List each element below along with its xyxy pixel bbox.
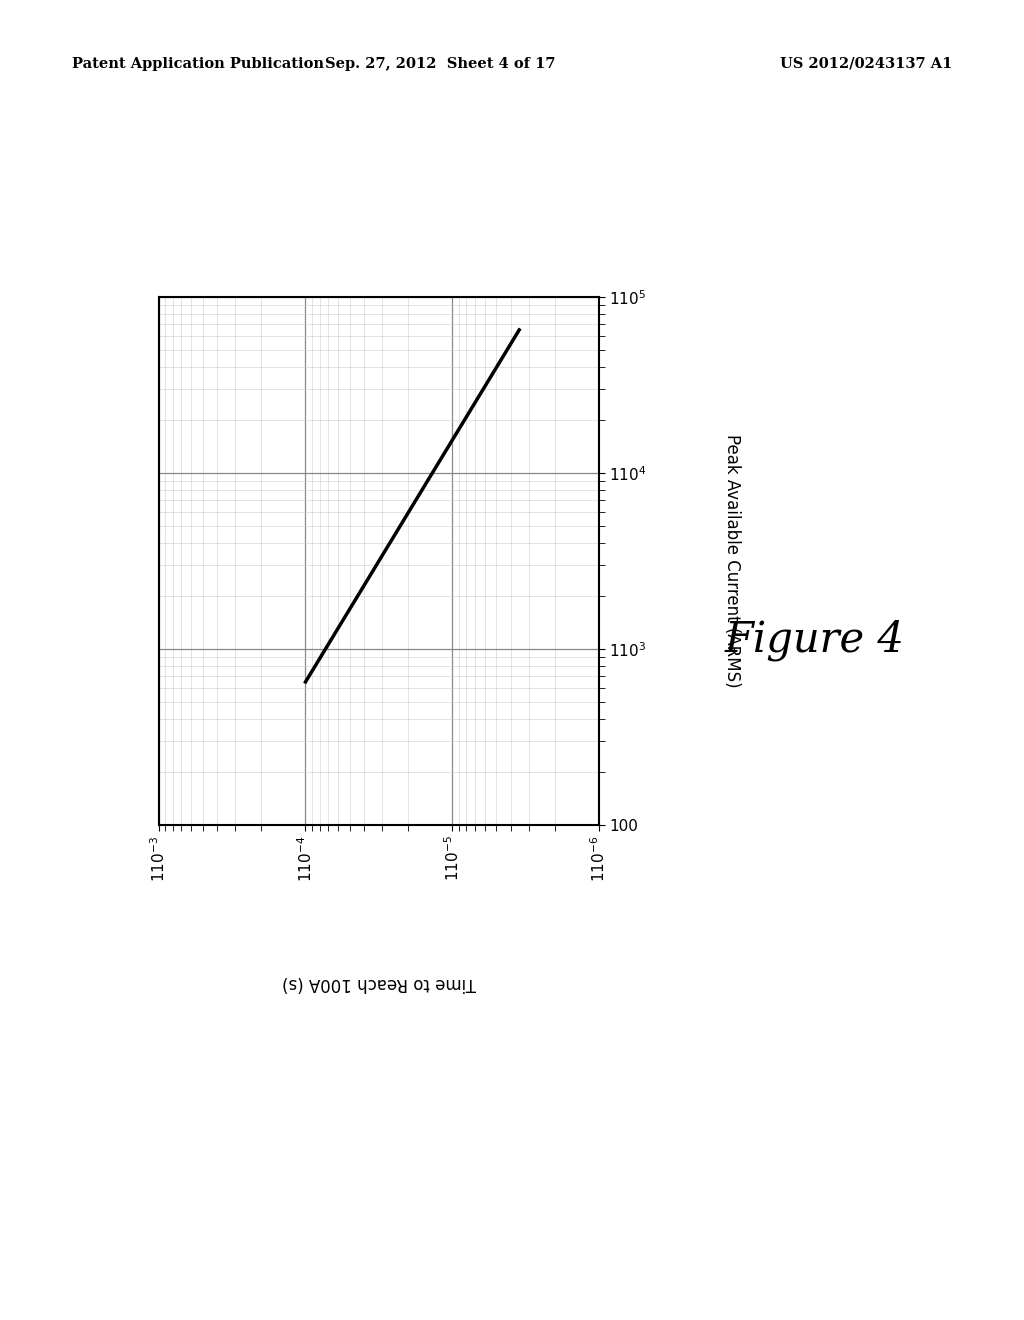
Text: Sep. 27, 2012  Sheet 4 of 17: Sep. 27, 2012 Sheet 4 of 17 bbox=[325, 57, 556, 71]
Text: Time to Reach 100A (s): Time to Reach 100A (s) bbox=[282, 974, 476, 993]
Text: Figure 4: Figure 4 bbox=[724, 619, 904, 661]
Text: US 2012/0243137 A1: US 2012/0243137 A1 bbox=[780, 57, 952, 71]
Text: Patent Application Publication: Patent Application Publication bbox=[72, 57, 324, 71]
Text: Peak Available Current (ARMS): Peak Available Current (ARMS) bbox=[723, 434, 741, 688]
